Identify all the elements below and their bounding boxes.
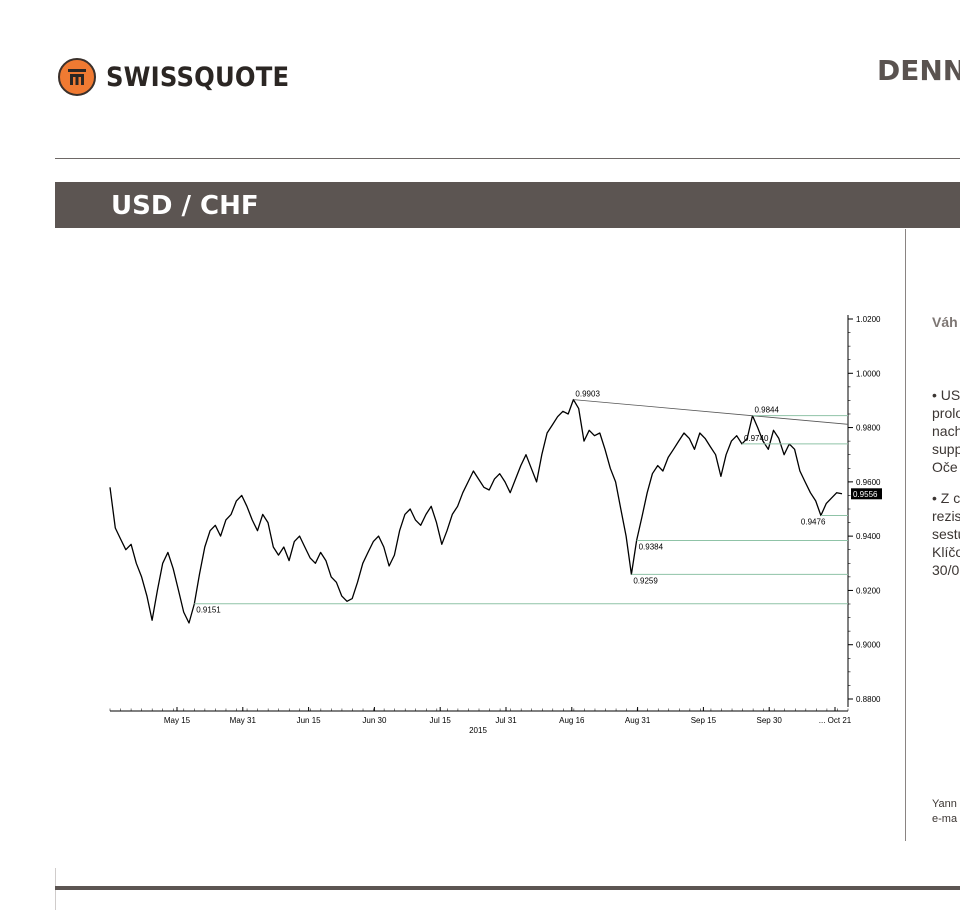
level-label: 0.9259 — [633, 576, 658, 585]
last-price-label: 0.9556 — [853, 490, 878, 499]
report-heading: DENN — [877, 54, 960, 87]
usd-chf-chart: 1.0200 1.0000 0.9800 0.9600 0.9400 0.9200 0.90… — [109, 315, 882, 735]
commentary-line: prolo — [932, 405, 960, 421]
level-label: 0.9384 — [639, 542, 664, 551]
y-tick-label: 1.0000 — [856, 369, 881, 378]
usd-chf-price-line — [109, 398, 843, 624]
last-price-box — [851, 488, 882, 500]
x-tick-label: May 15 — [164, 716, 191, 725]
y-tick-label: 0.9800 — [856, 424, 881, 433]
author-email[interactable]: e-ma — [932, 813, 958, 825]
level-label: 0.9476 — [801, 518, 826, 527]
level-label: 0.9903 — [575, 390, 600, 399]
x-tick-label: Jun 30 — [362, 716, 387, 725]
commentary-line: • Z c — [932, 490, 960, 506]
x-tick-label: Jun 15 — [297, 716, 322, 725]
y-tick-label: 0.9400 — [856, 532, 881, 541]
commentary-line: sestu — [932, 526, 960, 542]
x-tick-label: Aug 31 — [625, 716, 651, 725]
section-title-bar: USD / CHF — [55, 182, 960, 228]
swissquote-logo-icon — [58, 58, 96, 96]
commentary-line: Klíčo — [932, 544, 960, 560]
x-tick-label: Sep 30 — [757, 716, 783, 725]
commentary-line: 30/0 — [932, 562, 960, 578]
swissquote-logo: SWISSQUOTE — [58, 58, 310, 96]
y-tick-label: 0.9000 — [856, 641, 881, 650]
y-tick-label: 1.0200 — [856, 315, 881, 324]
x-tick-label: May 31 — [230, 716, 257, 725]
x-tick-label: Jul 15 — [430, 716, 452, 725]
commentary-line: supp — [932, 441, 960, 457]
header-divider — [55, 158, 960, 159]
y-tick-label: 0.9600 — [856, 478, 881, 487]
level-label: 0.9844 — [754, 406, 779, 415]
commentary-line: Oče — [932, 459, 958, 475]
x-axis-label: 2015 — [469, 726, 487, 735]
footer-rule — [55, 886, 960, 890]
commentary-line: nach — [932, 423, 960, 439]
x-tick-label: Jul 31 — [495, 716, 517, 725]
section-title: USD / CHF — [111, 191, 259, 221]
resistance-trendline — [573, 399, 849, 425]
x-tick-label: ... Oct 21 — [819, 716, 852, 725]
column-divider — [905, 229, 906, 841]
level-label: 0.9151 — [196, 606, 221, 615]
commentary-line: rezis — [932, 508, 960, 524]
y-tick-label: 0.8800 — [856, 695, 881, 704]
y-tick-label: 0.9200 — [856, 586, 881, 595]
author-name: Yann — [932, 798, 957, 810]
commentary-line: • US — [932, 387, 960, 403]
level-label: 0.9740 — [744, 434, 769, 443]
x-tick-label: Sep 15 — [691, 716, 717, 725]
x-tick-label: Aug 16 — [559, 716, 585, 725]
brand-name: SWISSQUOTE — [106, 61, 290, 93]
commentary-column: Váh • US prolo nach supp Oče • Z c rezis… — [932, 0, 960, 910]
commentary-heading: Váh — [932, 314, 958, 330]
